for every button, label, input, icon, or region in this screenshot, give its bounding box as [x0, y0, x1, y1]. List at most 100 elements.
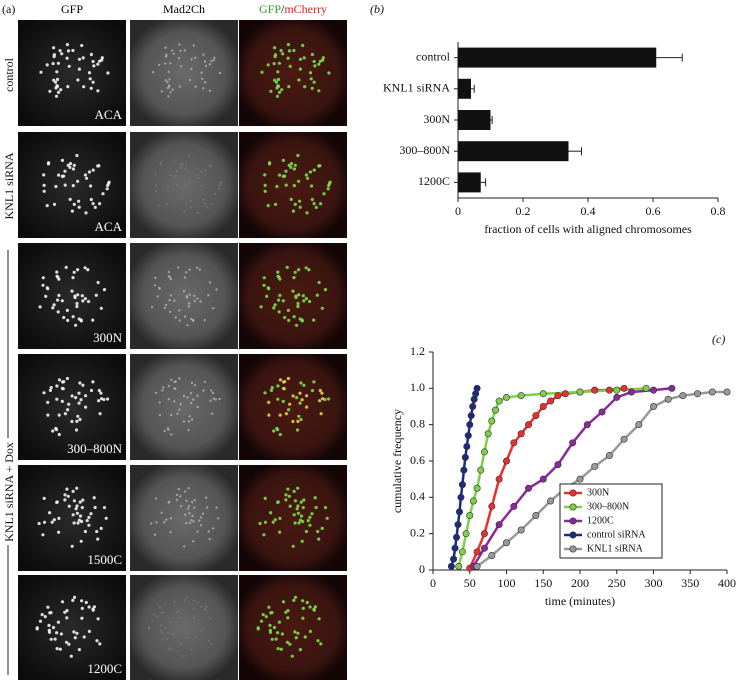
- spot: [98, 412, 102, 416]
- spot: [53, 80, 58, 84]
- spot: [296, 631, 300, 635]
- bar: [458, 47, 657, 68]
- spot: [66, 163, 70, 167]
- marker: [495, 397, 503, 405]
- spot: [169, 517, 173, 520]
- marker: [539, 402, 547, 410]
- spot: [58, 49, 62, 53]
- spot: [74, 396, 78, 400]
- spot: [298, 67, 302, 71]
- spot: [218, 71, 222, 75]
- spot: [301, 294, 305, 298]
- spot: [168, 298, 171, 302]
- marker: [635, 421, 643, 429]
- bar: [458, 172, 481, 193]
- spot: [207, 294, 210, 297]
- spot: [263, 183, 267, 187]
- spot: [57, 530, 61, 534]
- spot: [42, 520, 47, 524]
- spot: [312, 168, 316, 172]
- spot: [215, 506, 218, 509]
- spot: [99, 526, 103, 531]
- x-tick-label: 300: [645, 576, 663, 590]
- spot: [292, 167, 296, 171]
- spot: [59, 88, 63, 92]
- spot: [188, 415, 191, 418]
- spot: [91, 318, 95, 322]
- spot: [179, 403, 182, 406]
- spot: [312, 59, 316, 64]
- spot: [313, 496, 317, 500]
- spot: [294, 294, 298, 298]
- spot: [184, 521, 188, 525]
- spot: [275, 428, 280, 432]
- spot: [75, 631, 79, 635]
- spot: [96, 617, 100, 621]
- spot: [308, 71, 313, 75]
- spot: [167, 95, 170, 98]
- spot: [154, 276, 157, 279]
- spot: [56, 310, 60, 314]
- spot: [298, 391, 302, 395]
- spot: [160, 611, 163, 615]
- spot: [89, 52, 93, 57]
- spot: [77, 205, 81, 209]
- spot: [191, 318, 195, 322]
- spot: [176, 412, 179, 415]
- spot: [196, 530, 199, 533]
- spot: [307, 268, 311, 272]
- spot: [197, 601, 200, 604]
- spot: [51, 429, 55, 433]
- spot: [201, 77, 204, 81]
- spot: [79, 539, 83, 543]
- spot: [189, 200, 192, 203]
- marker: [502, 393, 510, 401]
- spot: [304, 529, 308, 534]
- spot: [276, 70, 280, 74]
- spot: [76, 414, 80, 418]
- spot: [202, 53, 205, 56]
- spot: [172, 52, 175, 55]
- spot: [40, 613, 44, 617]
- micrograph: [18, 465, 126, 571]
- spot: [60, 299, 64, 303]
- micrograph: [239, 20, 347, 126]
- spot: [55, 631, 59, 635]
- spot: [182, 394, 186, 398]
- spot: [201, 512, 205, 515]
- spot: [286, 308, 290, 312]
- marker: [477, 466, 485, 474]
- micrograph: [130, 243, 238, 349]
- spot: [177, 609, 181, 612]
- marker: [642, 384, 650, 392]
- spot: [313, 64, 317, 68]
- legend-label: control siRNA: [587, 529, 646, 540]
- spot: [266, 63, 270, 67]
- spot: [312, 80, 316, 84]
- spot: [70, 394, 74, 398]
- spot: [66, 408, 70, 412]
- marker: [491, 406, 499, 414]
- micrograph: [239, 575, 347, 680]
- spot: [105, 187, 109, 191]
- y-tick-label: KNL1 siRNA: [383, 81, 450, 95]
- spot: [290, 654, 294, 658]
- spot: [184, 630, 188, 634]
- spot: [55, 70, 59, 74]
- image-label: 300N: [93, 330, 123, 345]
- spot: [308, 170, 312, 174]
- spot: [45, 204, 49, 208]
- spot: [174, 174, 177, 178]
- marker: [547, 397, 555, 405]
- x-tick-label: 100: [498, 576, 516, 590]
- panel-label: (c): [712, 332, 725, 346]
- marker: [484, 430, 492, 438]
- spot: [179, 643, 183, 646]
- x-tick-label: 0.2: [516, 204, 531, 218]
- spot: [295, 323, 299, 327]
- spot: [39, 70, 43, 74]
- spot: [296, 153, 300, 158]
- spot: [298, 317, 302, 321]
- spot: [300, 398, 304, 402]
- spot: [210, 389, 213, 392]
